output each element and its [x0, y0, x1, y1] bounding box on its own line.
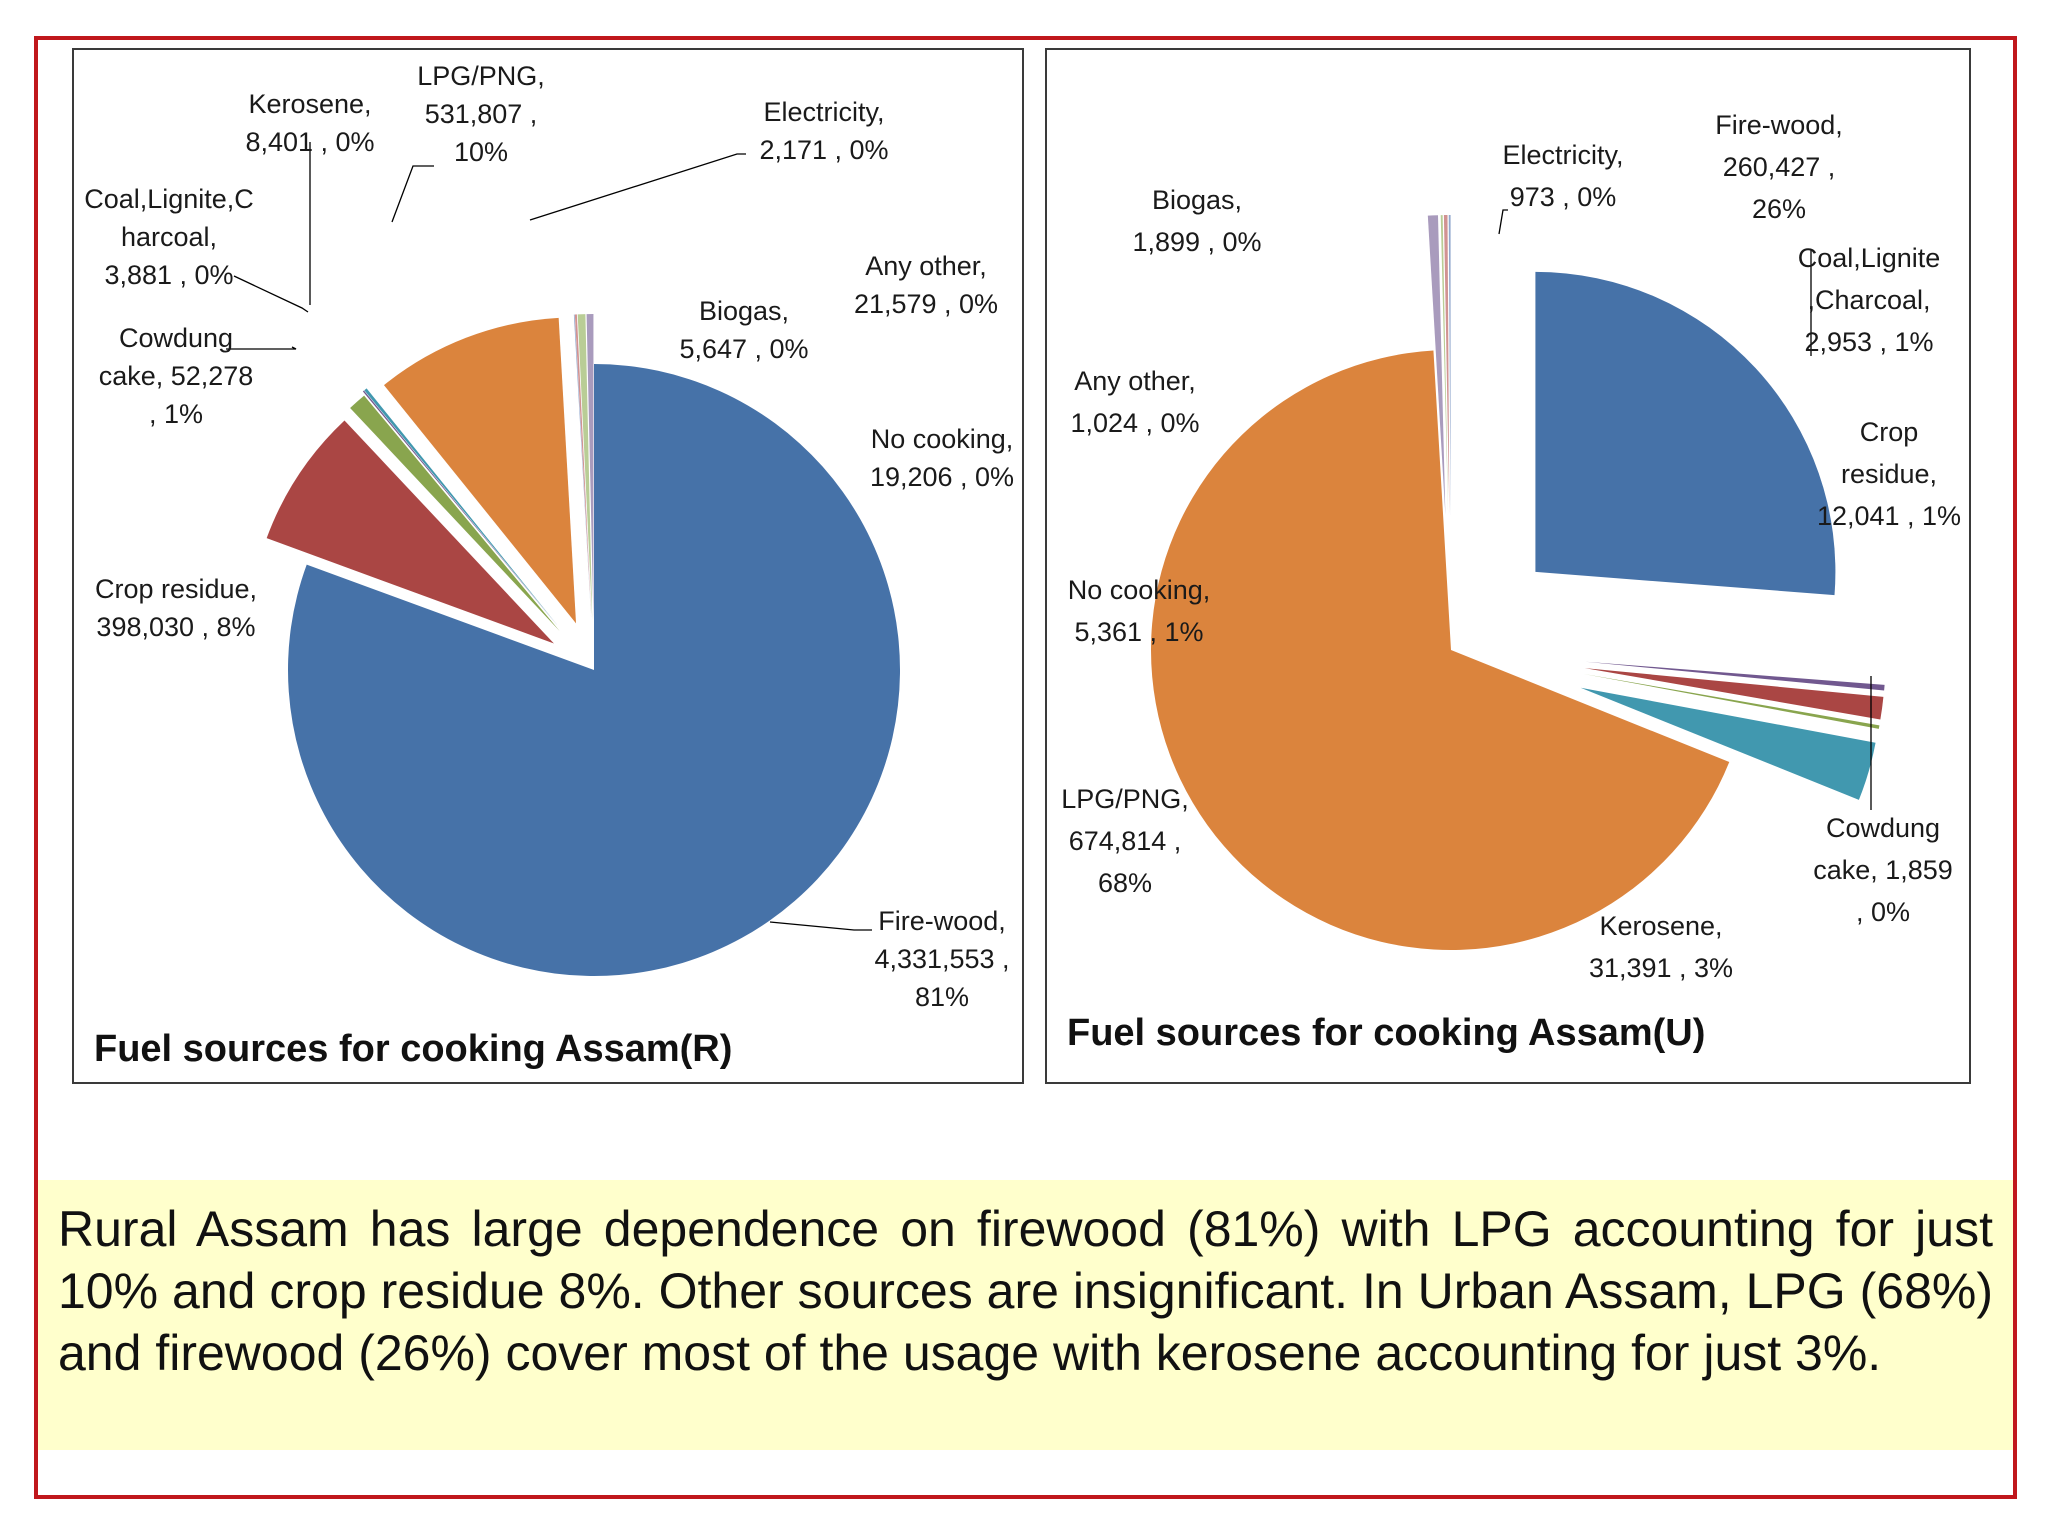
- rural-label-crop-residue: Crop residue,: [95, 574, 257, 604]
- rural-pie-chart-panel: Fire-wood, 4,331,553 , 81% Crop residue, 398…: [72, 48, 1024, 1084]
- rural-slice-kerosene: [364, 388, 559, 627]
- urban-slice-biogas: [1443, 215, 1450, 516]
- rural-label-fire-wood: 4,331,553 ,: [874, 944, 1009, 974]
- rural-chart-title: Fuel sources for cooking Assam(R): [94, 1028, 733, 1070]
- slide-border: [34, 36, 2017, 1499]
- urban-label-crop-residue: Crop: [1860, 417, 1919, 447]
- urban-label-lpg-png: 68%: [1098, 868, 1152, 898]
- rural-slice-lpg-png: [383, 317, 577, 624]
- rural-leader-line-fire-wood: [769, 921, 872, 931]
- urban-label-kerosene: 31,391 , 3%: [1589, 953, 1733, 983]
- urban-label-cowdung-cake: , 0%: [1856, 897, 1910, 927]
- urban-label-biogas: Biogas,: [1152, 185, 1242, 215]
- urban-label-crop-residue: residue,: [1841, 459, 1937, 489]
- rural-label-no-cooking: 19,206 , 0%: [870, 462, 1014, 492]
- urban-slice-fire-wood: [1535, 271, 1836, 596]
- rural-label-fire-wood: Fire-wood,: [878, 906, 1006, 936]
- urban-label-coal-lignite-charcoal: ,Charcoal,: [1807, 285, 1930, 315]
- urban-slice-no-cooking: [1427, 215, 1446, 516]
- rural-label-electricity: 2,171 , 0%: [759, 135, 888, 165]
- rural-label-coal-lignite-charcoal: Coal,Lignite,C: [84, 184, 254, 214]
- urban-label-lpg-png: LPG/PNG,: [1061, 784, 1189, 814]
- rural-slice-fire-wood: [288, 364, 901, 976]
- summary-box: Rural Assam has large dependence on fire…: [38, 1180, 2013, 1450]
- urban-label-no-cooking: 5,361 , 1%: [1074, 617, 1203, 647]
- urban-label-any-other: 1,024 , 0%: [1070, 408, 1199, 438]
- rural-slice-any-other: [577, 314, 593, 621]
- rural-slice-biogas: [574, 314, 592, 621]
- urban-label-electricity: 973 , 0%: [1510, 182, 1617, 212]
- rural-label-lpg-png: 531,807 ,: [425, 99, 538, 129]
- urban-label-electricity: Electricity,: [1502, 140, 1623, 170]
- rural-leader-line-coal-lignite-charcoal: [233, 275, 309, 313]
- urban-chart-title: Fuel sources for cooking Assam(U): [1067, 1012, 1706, 1054]
- urban-pie-chart-panel: Fire-wood, 260,427 , 26% Coal,Lignite ,Charc…: [1045, 48, 1971, 1084]
- rural-label-kerosene: Kerosene,: [248, 89, 371, 119]
- rural-label-coal-lignite-charcoal: 3,881 , 0%: [104, 260, 233, 290]
- urban-label-biogas: 1,899 , 0%: [1132, 227, 1261, 257]
- urban-label-coal-lignite-charcoal: Coal,Lignite: [1798, 243, 1941, 273]
- rural-label-biogas: 5,647 , 0%: [679, 334, 808, 364]
- urban-label-fire-wood: 26%: [1752, 194, 1806, 224]
- rural-label-lpg-png: LPG/PNG,: [417, 61, 545, 91]
- rural-leader-line-lpg-png: [391, 165, 434, 223]
- rural-leader-line-electricity: [529, 153, 746, 221]
- urban-label-fire-wood: 260,427 ,: [1723, 152, 1836, 182]
- rural-label-cowdung-cake: , 1%: [149, 399, 203, 429]
- rural-label-coal-lignite-charcoal: harcoal,: [121, 222, 217, 252]
- urban-label-cowdung-cake: cake, 1,859: [1813, 855, 1953, 885]
- urban-label-lpg-png: 674,814 ,: [1069, 826, 1182, 856]
- rural-label-biogas: Biogas,: [699, 296, 789, 326]
- rural-label-cowdung-cake: Cowdung: [119, 323, 233, 353]
- rural-slice-electricity: [573, 314, 592, 621]
- urban-label-fire-wood: Fire-wood,: [1715, 110, 1843, 140]
- urban-label-kerosene: Kerosene,: [1599, 911, 1722, 941]
- urban-label-cowdung-cake: Cowdung: [1826, 813, 1940, 843]
- urban-pie-chart: Fire-wood, 260,427 , 26% Coal,Lignite ,Charc…: [1061, 110, 1961, 983]
- rural-label-any-other: Any other,: [865, 251, 987, 281]
- rural-label-any-other: 21,579 , 0%: [854, 289, 998, 319]
- rural-label-electricity: Electricity,: [763, 97, 884, 127]
- rural-slice-coal-lignite-charcoal: [362, 390, 559, 627]
- urban-slice-cowdung-cake: [1583, 673, 1880, 729]
- urban-label-no-cooking: No cooking,: [1068, 575, 1211, 605]
- urban-label-any-other: Any other,: [1074, 366, 1196, 396]
- rural-leader-line-cowdung-cake: [226, 346, 297, 350]
- rural-slice-no-cooking: [586, 314, 594, 620]
- urban-slice-kerosene: [1580, 687, 1876, 800]
- rural-slice-crop-residue: [266, 420, 554, 644]
- urban-slice-any-other: [1440, 215, 1449, 516]
- rural-pie-chart: Fire-wood, 4,331,553 , 81% Crop residue, 398…: [84, 61, 1014, 1012]
- urban-slice-coal-lignite-charcoal: [1585, 661, 1885, 691]
- summary-text: Rural Assam has large dependence on fire…: [58, 1201, 1993, 1381]
- rural-slice-cowdung-cake: [350, 395, 560, 632]
- rural-label-no-cooking: No cooking,: [871, 424, 1014, 454]
- rural-label-lpg-png: 10%: [454, 137, 508, 167]
- rural-label-fire-wood: 81%: [915, 982, 969, 1012]
- urban-leader-line-electricity: [1498, 209, 1508, 235]
- rural-label-crop-residue: 398,030 , 8%: [96, 612, 255, 642]
- rural-label-cowdung-cake: cake, 52,278: [99, 361, 254, 391]
- urban-label-coal-lignite-charcoal: 2,953 , 1%: [1804, 327, 1933, 357]
- rural-label-kerosene: 8,401 , 0%: [245, 127, 374, 157]
- urban-slice-crop-residue: [1584, 668, 1884, 720]
- urban-slice-lpg-png: [1150, 350, 1730, 950]
- urban-label-crop-residue: 12,041 , 1%: [1817, 501, 1961, 531]
